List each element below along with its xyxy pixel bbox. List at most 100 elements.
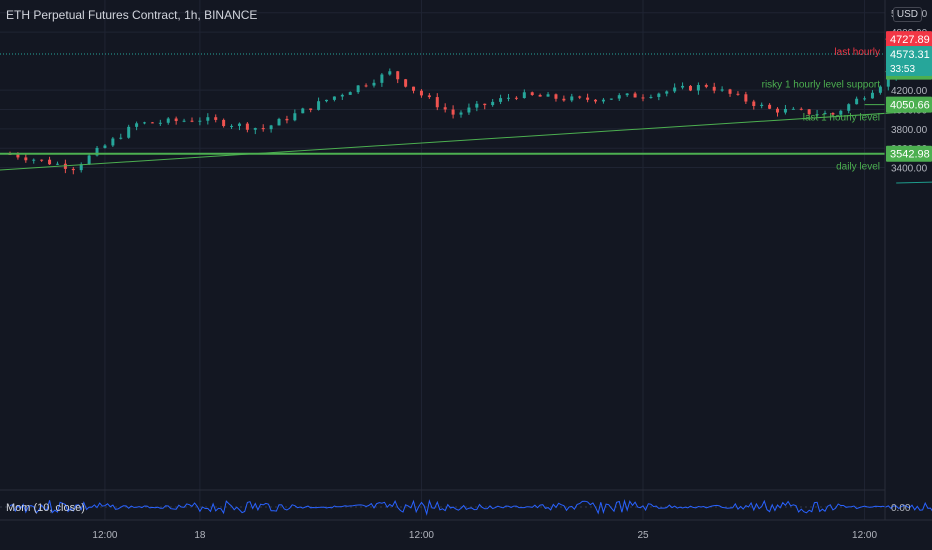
candle-body — [752, 101, 756, 107]
candle-body — [48, 159, 52, 165]
candle-body — [87, 155, 91, 165]
candle-body — [673, 87, 677, 92]
candle-body — [886, 77, 890, 87]
candle-body — [538, 94, 542, 97]
candle-body — [245, 123, 249, 130]
candle-body — [261, 128, 265, 130]
candle-body — [143, 122, 147, 124]
candle-body — [720, 89, 724, 91]
candle-body — [760, 104, 764, 107]
candle-body — [427, 95, 431, 98]
candle-body — [696, 85, 700, 91]
candle-body — [404, 79, 408, 87]
y-tick-label: 4200.00 — [891, 86, 928, 97]
trend-line — [0, 109, 932, 171]
candle-body — [198, 120, 202, 122]
candle-body — [95, 147, 99, 156]
candle-body — [16, 154, 20, 158]
x-tick-label: 12:00 — [92, 530, 117, 541]
indicator-label[interactable]: Mom (10, close) — [6, 502, 85, 514]
candle-body — [514, 97, 518, 99]
candle-body — [356, 85, 360, 93]
candle-body — [578, 96, 582, 98]
price-tag — [886, 96, 932, 113]
price-tag — [886, 31, 932, 48]
candle-body — [237, 123, 241, 126]
candle-body — [419, 90, 423, 96]
candle-body — [530, 92, 534, 95]
level-label: last hourly — [834, 47, 880, 58]
candle-body — [277, 118, 281, 126]
candle-body — [712, 86, 716, 91]
candle-body — [269, 125, 273, 130]
candlestick-series — [8, 65, 930, 175]
candle-body — [823, 112, 827, 115]
candle-body — [293, 113, 297, 121]
candle-body — [190, 120, 194, 122]
candle-body — [412, 86, 416, 91]
candle-body — [681, 85, 685, 88]
candle-body — [340, 94, 344, 97]
candle-body — [633, 93, 637, 98]
candle-body — [506, 97, 510, 99]
candle-body — [546, 94, 550, 97]
countdown-label: 33:53 — [890, 64, 915, 75]
candle-body — [522, 92, 526, 99]
x-tick-label: 18 — [194, 530, 206, 541]
momentum-indicator — [0, 499, 932, 516]
candle-body — [206, 117, 210, 121]
level-label: daily level — [836, 162, 880, 173]
candle-body — [103, 145, 107, 148]
candle-body — [728, 89, 732, 94]
candle-body — [332, 96, 336, 100]
candle-body — [364, 85, 368, 87]
candle-body — [791, 108, 795, 110]
candle-body — [665, 91, 669, 94]
candle-body — [79, 164, 83, 171]
candle-body — [388, 71, 392, 75]
candle-body — [325, 99, 328, 102]
grid-lines — [0, 0, 885, 520]
candle-body — [40, 159, 44, 161]
candle-body — [483, 103, 487, 106]
candle-body — [657, 93, 661, 97]
candle-body — [55, 163, 59, 165]
price-tag-label: 4727.89 — [890, 34, 930, 46]
level-label: risky 1 hourly level support — [762, 80, 881, 91]
candle-body — [601, 99, 605, 102]
candle-body — [459, 112, 463, 115]
candle-body — [617, 95, 621, 99]
y-tick-label: 3400.00 — [891, 164, 928, 175]
candle-body — [768, 104, 772, 109]
candle-body — [554, 94, 558, 99]
currency-badge[interactable]: USD — [892, 7, 922, 22]
candle-body — [688, 85, 692, 91]
candle-body — [111, 138, 115, 146]
candle-body — [878, 86, 882, 93]
momentum-line — [9, 499, 932, 516]
candle-body — [435, 97, 439, 108]
candle-body — [32, 159, 36, 161]
price-tag — [886, 145, 932, 162]
candle-body — [499, 98, 503, 102]
time-axis[interactable]: 12:00 18 12:00 25 12:00 — [92, 530, 877, 541]
candle-body — [863, 98, 867, 100]
candle-body — [491, 101, 495, 106]
candle-body — [230, 125, 234, 127]
candle-body — [649, 96, 653, 98]
candle-body — [166, 118, 170, 123]
price-tag-label: 4050.66 — [890, 100, 930, 112]
trend-lines — [0, 109, 932, 184]
candle-body — [380, 74, 384, 83]
current-price-tag — [886, 46, 932, 77]
candle-body — [174, 118, 178, 122]
candle-body — [467, 107, 471, 113]
candle-body — [285, 118, 289, 121]
candle-body — [562, 98, 566, 101]
candle-body — [815, 114, 819, 116]
candle-body — [839, 110, 843, 115]
candle-body — [158, 122, 162, 124]
